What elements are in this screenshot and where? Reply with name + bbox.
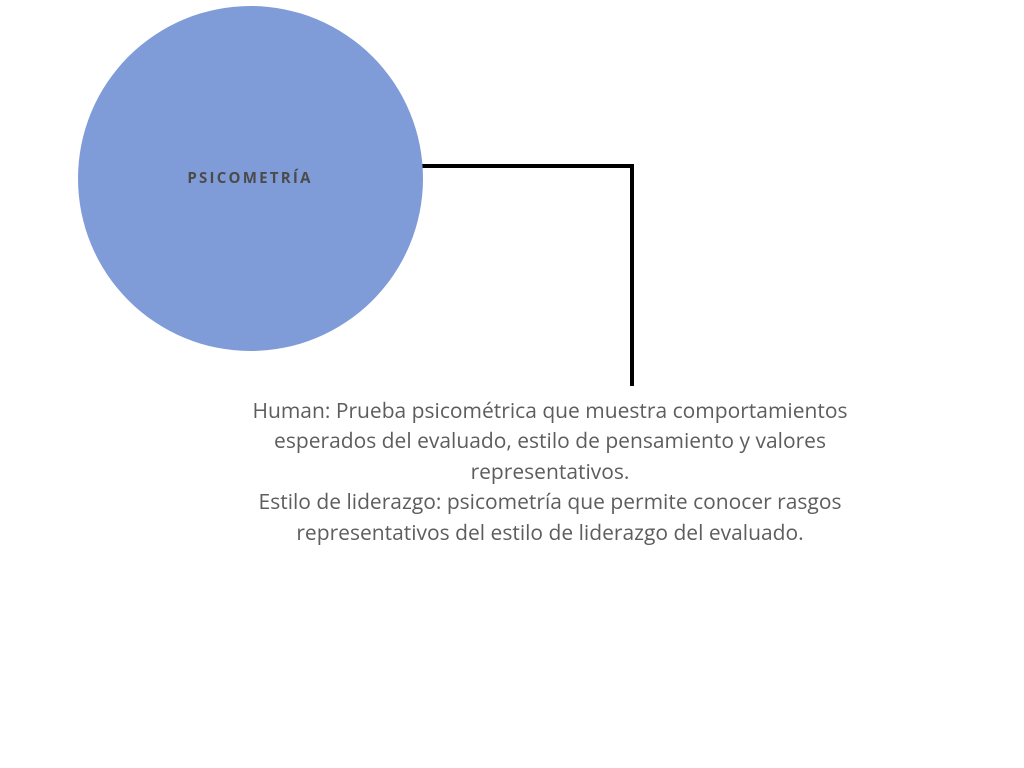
diagram-canvas: PSICOMETRÍA Human: Prueba psicométrica q… — [0, 0, 1024, 768]
topic-circle: PSICOMETRÍA — [78, 6, 423, 351]
topic-circle-label: PSICOMETRÍA — [187, 168, 312, 188]
description-text: Human: Prueba psicométrica que muestra c… — [250, 396, 850, 548]
